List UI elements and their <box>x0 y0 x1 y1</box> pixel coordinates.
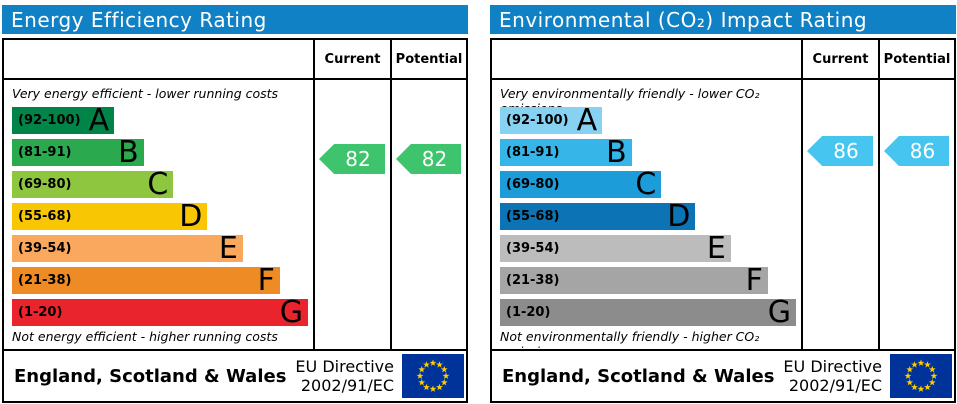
band-g: (1-20) G <box>12 294 308 330</box>
region-label: England, Scotland & Wales <box>502 365 775 387</box>
band-range: (21-38) <box>506 273 560 288</box>
current-rating-value: 82 <box>345 147 371 171</box>
band-letter: B <box>606 134 627 170</box>
band-range: (69-80) <box>18 177 72 192</box>
band-range: (69-80) <box>506 177 560 192</box>
current-rating-arrow: 86 <box>807 136 873 166</box>
band-letter: C <box>635 166 657 202</box>
header-empty-cell <box>4 40 313 80</box>
band-letter: G <box>767 294 791 330</box>
energy-efficiency-panel: Energy Efficiency Rating Current Potenti… <box>2 5 468 403</box>
potential-value-cell: 82 <box>390 80 466 349</box>
band-b: (81-91) B <box>12 134 144 170</box>
band-range: (55-68) <box>506 209 560 224</box>
band-letter: D <box>179 198 203 234</box>
panel-title: Energy Efficiency Rating <box>11 7 267 32</box>
bottom-note: Not energy efficient - higher running co… <box>12 329 278 344</box>
environmental-impact-panel: Environmental (CO₂) Impact Rating Curren… <box>490 5 956 403</box>
band-range: (92-100) <box>506 113 569 128</box>
band-letter: E <box>218 230 238 266</box>
band-range: (81-91) <box>506 145 560 160</box>
rating-bands: (92-100) A (81-91) B (69-80) C (55-68) <box>12 102 308 330</box>
potential-column-header: Potential <box>878 40 954 80</box>
rating-bands: (92-100) A (81-91) B (69-80) C (55-68) <box>500 102 796 330</box>
band-range: (81-91) <box>18 145 72 160</box>
region-label: England, Scotland & Wales <box>14 365 287 387</box>
band-letter: F <box>745 262 763 298</box>
panel-title: Environmental (CO₂) Impact Rating <box>499 7 868 32</box>
potential-column-header: Potential <box>390 40 466 80</box>
band-range: (39-54) <box>18 241 72 256</box>
band-letter: A <box>576 102 598 138</box>
band-a: (92-100) A <box>12 102 115 138</box>
eu-flag-icon <box>402 354 464 398</box>
band-e: (39-54) E <box>12 230 243 266</box>
band-letter: D <box>667 198 691 234</box>
band-e: (39-54) E <box>500 230 731 266</box>
potential-rating-arrow: 86 <box>884 136 949 166</box>
band-c: (69-80) C <box>500 166 662 202</box>
band-letter: G <box>279 294 303 330</box>
eu-directive-label: EU Directive 2002/91/EC <box>295 356 394 395</box>
current-column-header: Current <box>313 40 390 80</box>
band-range: (1-20) <box>506 305 551 320</box>
band-a: (92-100) A <box>500 102 603 138</box>
co2-rating-table: Current Potential Very environmentally f… <box>490 38 956 403</box>
potential-rating-arrow: 82 <box>396 144 461 174</box>
band-range: (55-68) <box>18 209 72 224</box>
bands-area: Very environmentally friendly - lower CO… <box>492 80 801 349</box>
band-letter: E <box>706 230 726 266</box>
eu-flag-icon <box>890 354 952 398</box>
band-letter: F <box>257 262 275 298</box>
current-column-header: Current <box>801 40 878 80</box>
band-letter: B <box>118 134 139 170</box>
panel-footer: England, Scotland & Wales EU Directive 2… <box>492 349 954 401</box>
band-letter: A <box>88 102 110 138</box>
eu-directive-label: EU Directive 2002/91/EC <box>783 356 882 395</box>
band-b: (81-91) B <box>500 134 632 170</box>
bands-area: Very energy efficient - lower running co… <box>4 80 313 349</box>
band-g: (1-20) G <box>500 294 796 330</box>
potential-rating-value: 86 <box>909 139 936 163</box>
current-rating-arrow: 82 <box>319 144 385 174</box>
potential-value-cell: 86 <box>878 80 954 349</box>
current-value-cell: 82 <box>313 80 390 349</box>
potential-rating-value: 82 <box>421 147 448 171</box>
energy-efficiency-title-bar: Energy Efficiency Rating <box>2 5 468 34</box>
bottom-note: Not environmentally friendly - higher CO… <box>500 329 760 349</box>
panel-footer: England, Scotland & Wales EU Directive 2… <box>4 349 466 401</box>
band-range: (92-100) <box>18 113 81 128</box>
band-range: (21-38) <box>18 273 72 288</box>
band-d: (55-68) D <box>12 198 208 234</box>
band-c: (69-80) C <box>12 166 174 202</box>
band-d: (55-68) D <box>500 198 696 234</box>
band-letter: C <box>147 166 169 202</box>
current-value-cell: 86 <box>801 80 878 349</box>
band-range: (39-54) <box>506 241 560 256</box>
band-range: (1-20) <box>18 305 63 320</box>
band-f: (21-38) F <box>500 262 768 298</box>
current-rating-value: 86 <box>833 139 859 163</box>
top-note: Very energy efficient - lower running co… <box>12 86 279 101</box>
top-note: Very environmentally friendly - lower CO… <box>500 86 760 116</box>
band-f: (21-38) F <box>12 262 280 298</box>
energy-rating-table: Current Potential Very energy efficient … <box>2 38 468 403</box>
environmental-impact-title-bar: Environmental (CO₂) Impact Rating <box>490 5 956 34</box>
header-empty-cell <box>492 40 801 80</box>
